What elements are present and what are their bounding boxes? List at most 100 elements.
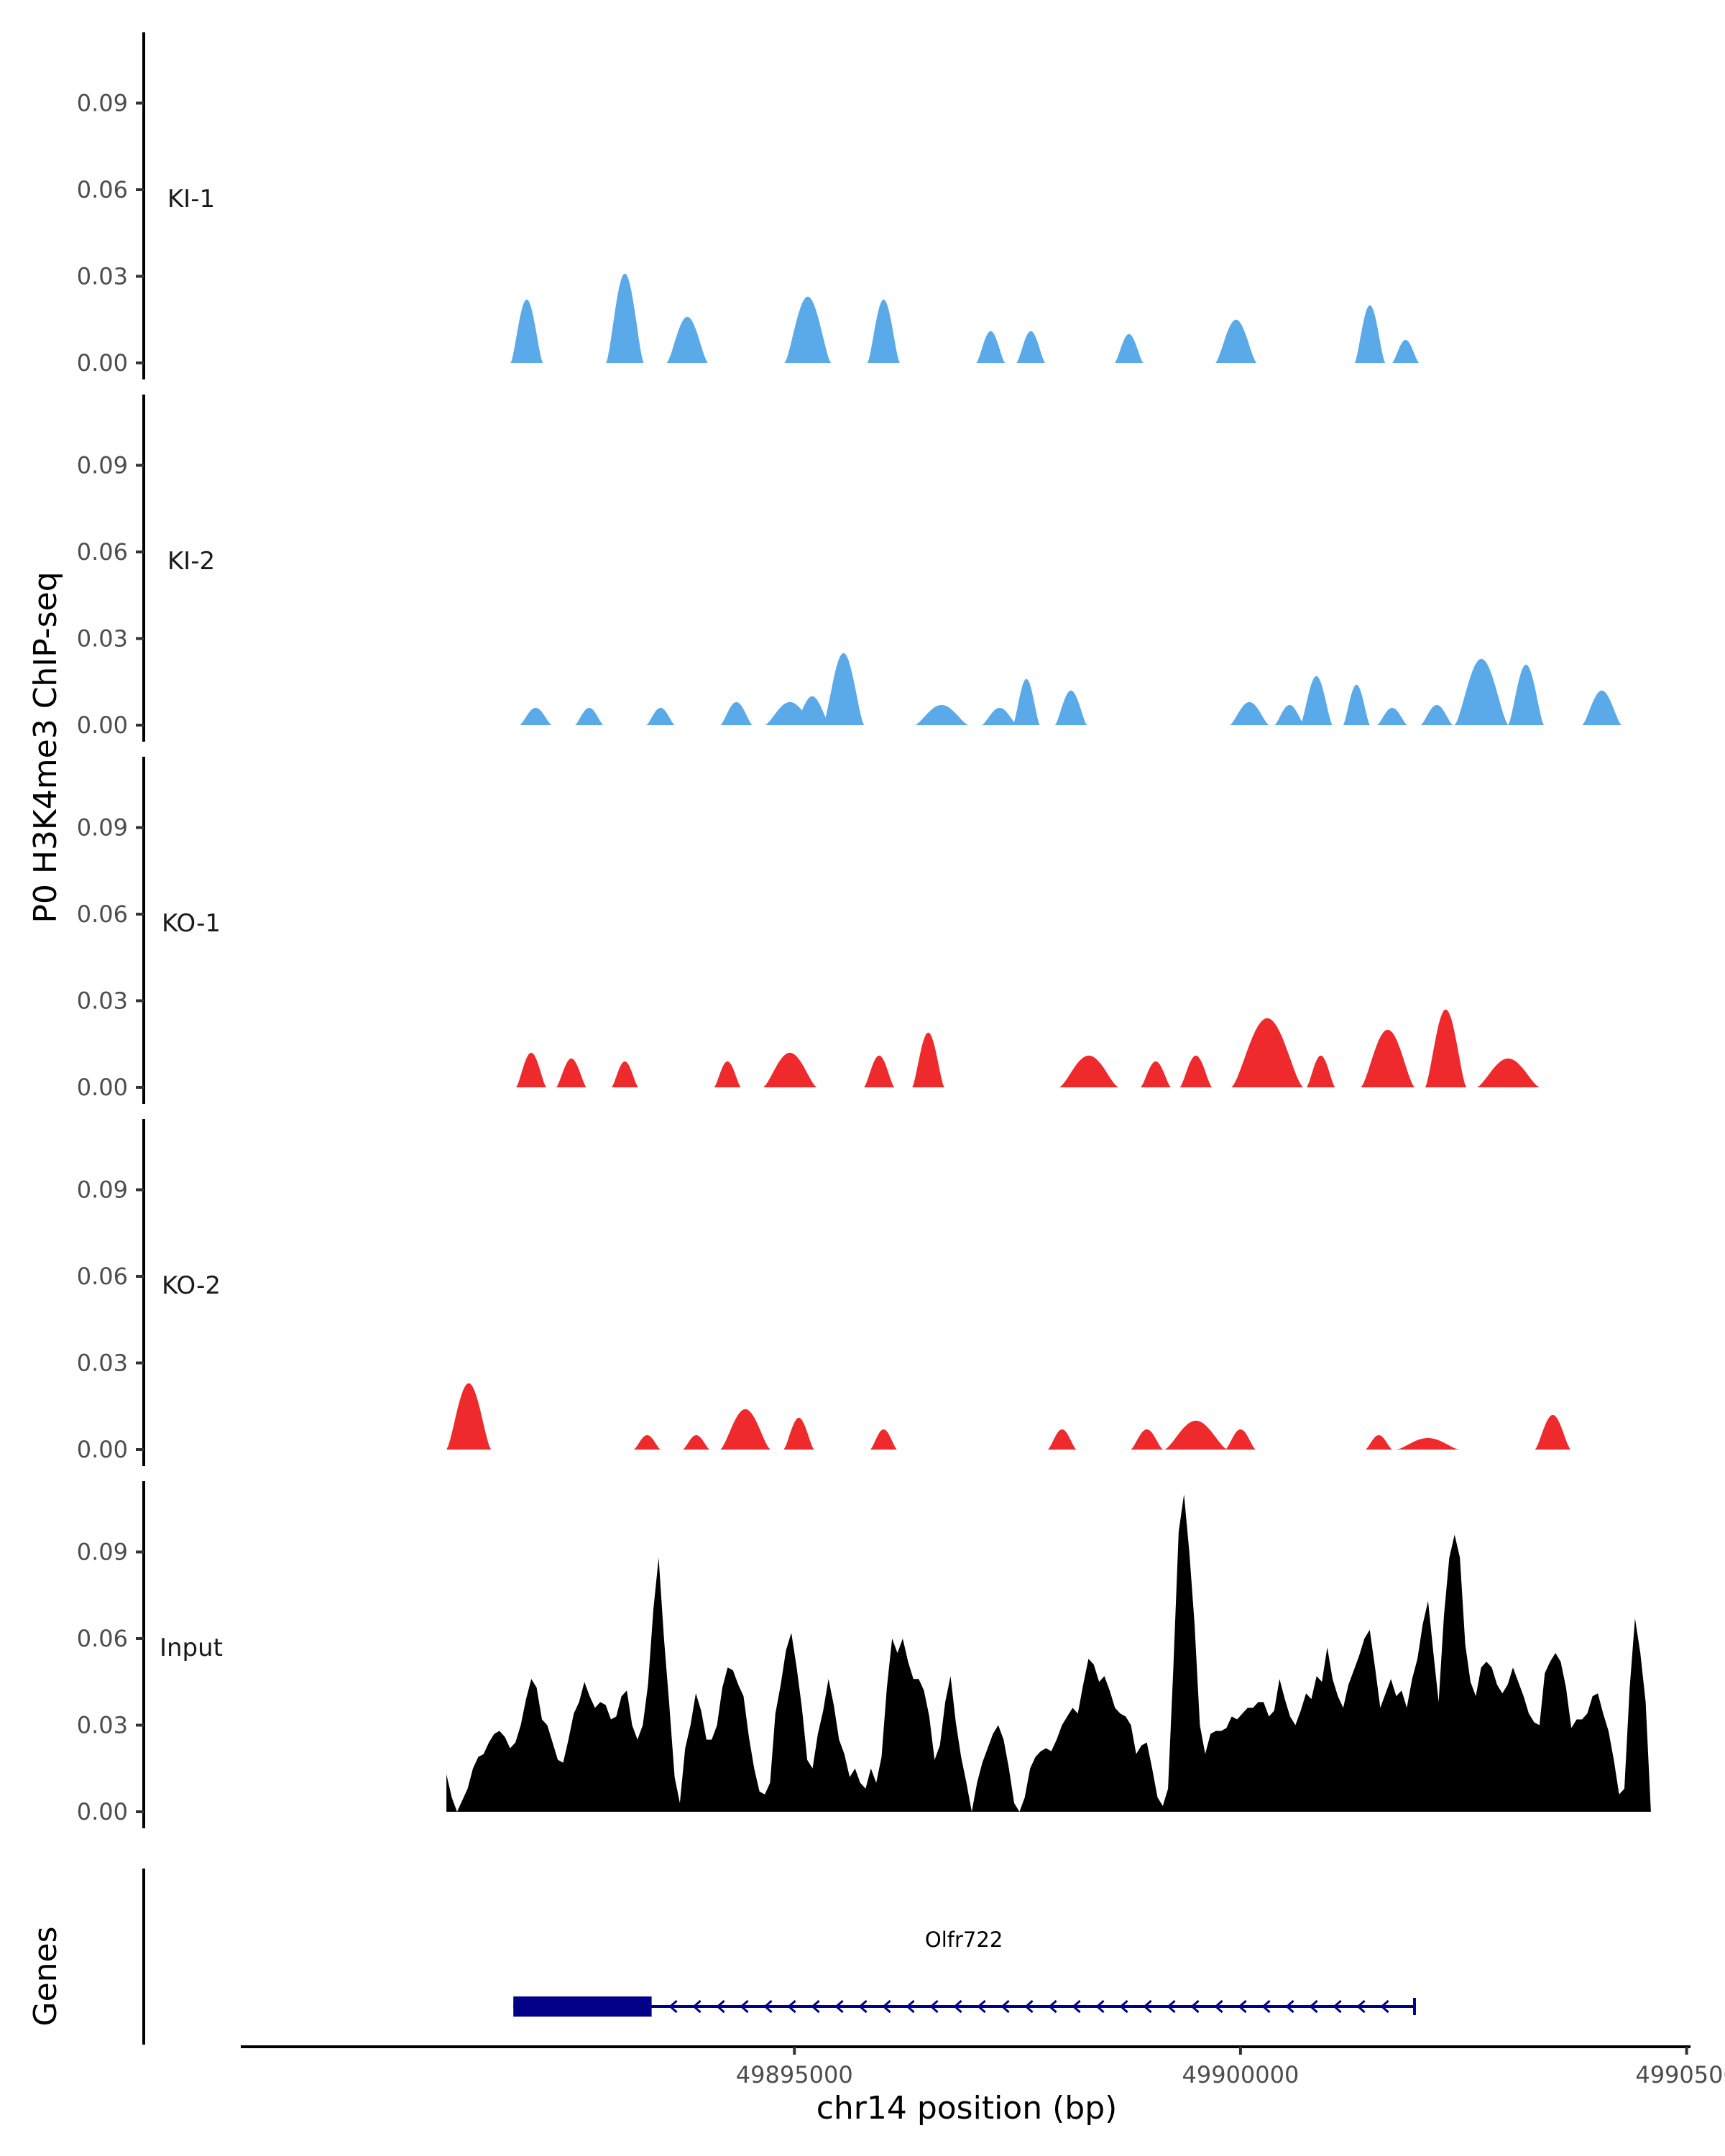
strand-arrow	[692, 1999, 702, 2014]
coverage-peak	[763, 1052, 817, 1087]
coverage-peak	[870, 1429, 897, 1450]
strand-arrow	[1167, 1999, 1176, 2014]
coverage-peak	[446, 1383, 492, 1450]
coverage-peak	[720, 1409, 770, 1450]
strand-arrow	[1380, 1999, 1389, 2014]
coverage-peak	[912, 1032, 944, 1087]
coverage-peak	[574, 707, 604, 725]
track-label: KI-2	[167, 547, 215, 576]
coverage-peak	[1054, 690, 1087, 725]
y-tick-label: 0.00	[77, 1798, 128, 1825]
strand-arrow	[953, 1999, 962, 2014]
track-ko-1: 0.00 0.03 0.06 0.09 KO-1	[77, 757, 1540, 1104]
y-tick-label: 0.00	[77, 711, 128, 739]
coverage-peak	[683, 1434, 710, 1450]
strand-arrow	[1048, 1999, 1057, 2014]
coverage-peak	[1425, 1009, 1466, 1087]
strand-arrow	[1000, 1999, 1010, 2014]
coverage-peak	[1397, 1437, 1460, 1450]
coverage-peak	[1131, 1429, 1163, 1450]
coverage-peak	[1420, 704, 1453, 725]
gene-exon-block	[513, 1996, 652, 2017]
coverage-peak	[981, 707, 1018, 725]
track-ki-2: 0.00 0.03 0.06 0.09 KI-2	[77, 395, 1622, 742]
y-tick-label: 0.09	[77, 452, 128, 479]
coverage-peak	[976, 331, 1006, 363]
strand-arrow	[834, 1999, 844, 2014]
coverage-peak	[1047, 1429, 1077, 1450]
gene-name-label: Olfr722	[925, 1927, 1003, 1952]
x-tick-label: 49900000	[1182, 2061, 1299, 2088]
strand-arrow	[1356, 1999, 1366, 2014]
coverage-peak	[1300, 676, 1333, 725]
coverage-peak	[1343, 684, 1370, 725]
y-tick-label: 0.03	[77, 1350, 128, 1377]
coverage-peak	[823, 653, 865, 725]
y-tick-label: 0.06	[77, 1625, 128, 1652]
strand-arrow	[906, 1999, 915, 2014]
track-ko-2: 0.00 0.03 0.06 0.09 KO-2	[77, 1119, 1571, 1466]
strand-arrow	[811, 1999, 820, 2014]
gene-track: Genes Olfr722	[27, 1869, 1416, 2045]
y-tick-label: 0.03	[77, 263, 128, 290]
y-tick-label: 0.06	[77, 538, 128, 566]
track-label: KI-1	[167, 185, 215, 213]
y-tick-label: 0.03	[77, 625, 128, 653]
coverage-peak	[1361, 1029, 1414, 1087]
strand-arrow	[1143, 1999, 1152, 2014]
strand-arrow	[716, 1999, 725, 2014]
coverage-peak	[1230, 701, 1269, 725]
coverage-peak	[1392, 339, 1420, 363]
x-tick-label: 49895000	[736, 2061, 853, 2088]
coverage-peak	[611, 1061, 638, 1087]
strand-arrow	[1119, 1999, 1128, 2014]
coverage-peak	[515, 1052, 547, 1087]
coverage-peak	[1114, 333, 1144, 363]
coverage-peak	[720, 701, 753, 725]
gene-strand-arrows	[668, 1999, 1389, 2014]
y-tick-label: 0.09	[77, 814, 128, 842]
strand-arrow	[668, 1999, 678, 2014]
coverage-peak	[1179, 1055, 1213, 1087]
strand-arrow	[1190, 1999, 1200, 2014]
y-tick-label: 0.09	[77, 1539, 128, 1566]
strand-arrow	[1024, 1999, 1034, 2014]
coverage-peak	[1365, 1434, 1392, 1450]
gene-track-label: Genes	[27, 1926, 64, 2026]
strand-arrow	[763, 1999, 773, 2014]
coverage-peak	[1016, 331, 1046, 363]
coverage-peak	[784, 296, 832, 363]
y-tick-label: 0.00	[77, 1074, 128, 1101]
y-tick-label: 0.09	[77, 90, 128, 117]
coverage-peak	[864, 1055, 895, 1087]
strand-arrow	[1238, 1999, 1247, 2014]
coverage-peak	[556, 1058, 586, 1087]
coverage-peak	[1164, 1420, 1228, 1450]
track-label: KO-2	[162, 1271, 221, 1300]
strand-arrow	[1333, 1999, 1342, 2014]
y-tick-label: 0.03	[77, 1712, 128, 1739]
coverage-peak	[1376, 707, 1408, 725]
coverage-peak	[868, 299, 900, 363]
strand-arrow	[1072, 1999, 1081, 2014]
coverage-peak	[914, 704, 969, 725]
coverage-peak	[1013, 678, 1040, 725]
track-ki-1: 0.00 0.03 0.06 0.09 KI-1	[77, 32, 1420, 379]
coverage-peak	[606, 273, 644, 363]
strand-arrow	[1309, 1999, 1318, 2014]
coverage-peak	[1059, 1055, 1118, 1087]
y-tick-label: 0.09	[77, 1176, 128, 1204]
coverage-peak	[1535, 1414, 1571, 1450]
x-axis-title: chr14 position (bp)	[816, 2090, 1118, 2127]
coverage-peak	[1306, 1055, 1335, 1087]
strand-arrow	[1285, 1999, 1294, 2014]
strand-arrow	[858, 1999, 868, 2014]
coverage-peak	[646, 707, 675, 725]
x-axis: 49895000 49900000 4990500	[241, 2045, 1725, 2088]
coverage-peak	[794, 696, 830, 725]
coverage-peak	[1354, 305, 1385, 363]
coverage-peak	[1454, 658, 1509, 725]
coverage-peak	[1231, 1018, 1303, 1087]
coverage-peak	[1225, 1429, 1256, 1450]
